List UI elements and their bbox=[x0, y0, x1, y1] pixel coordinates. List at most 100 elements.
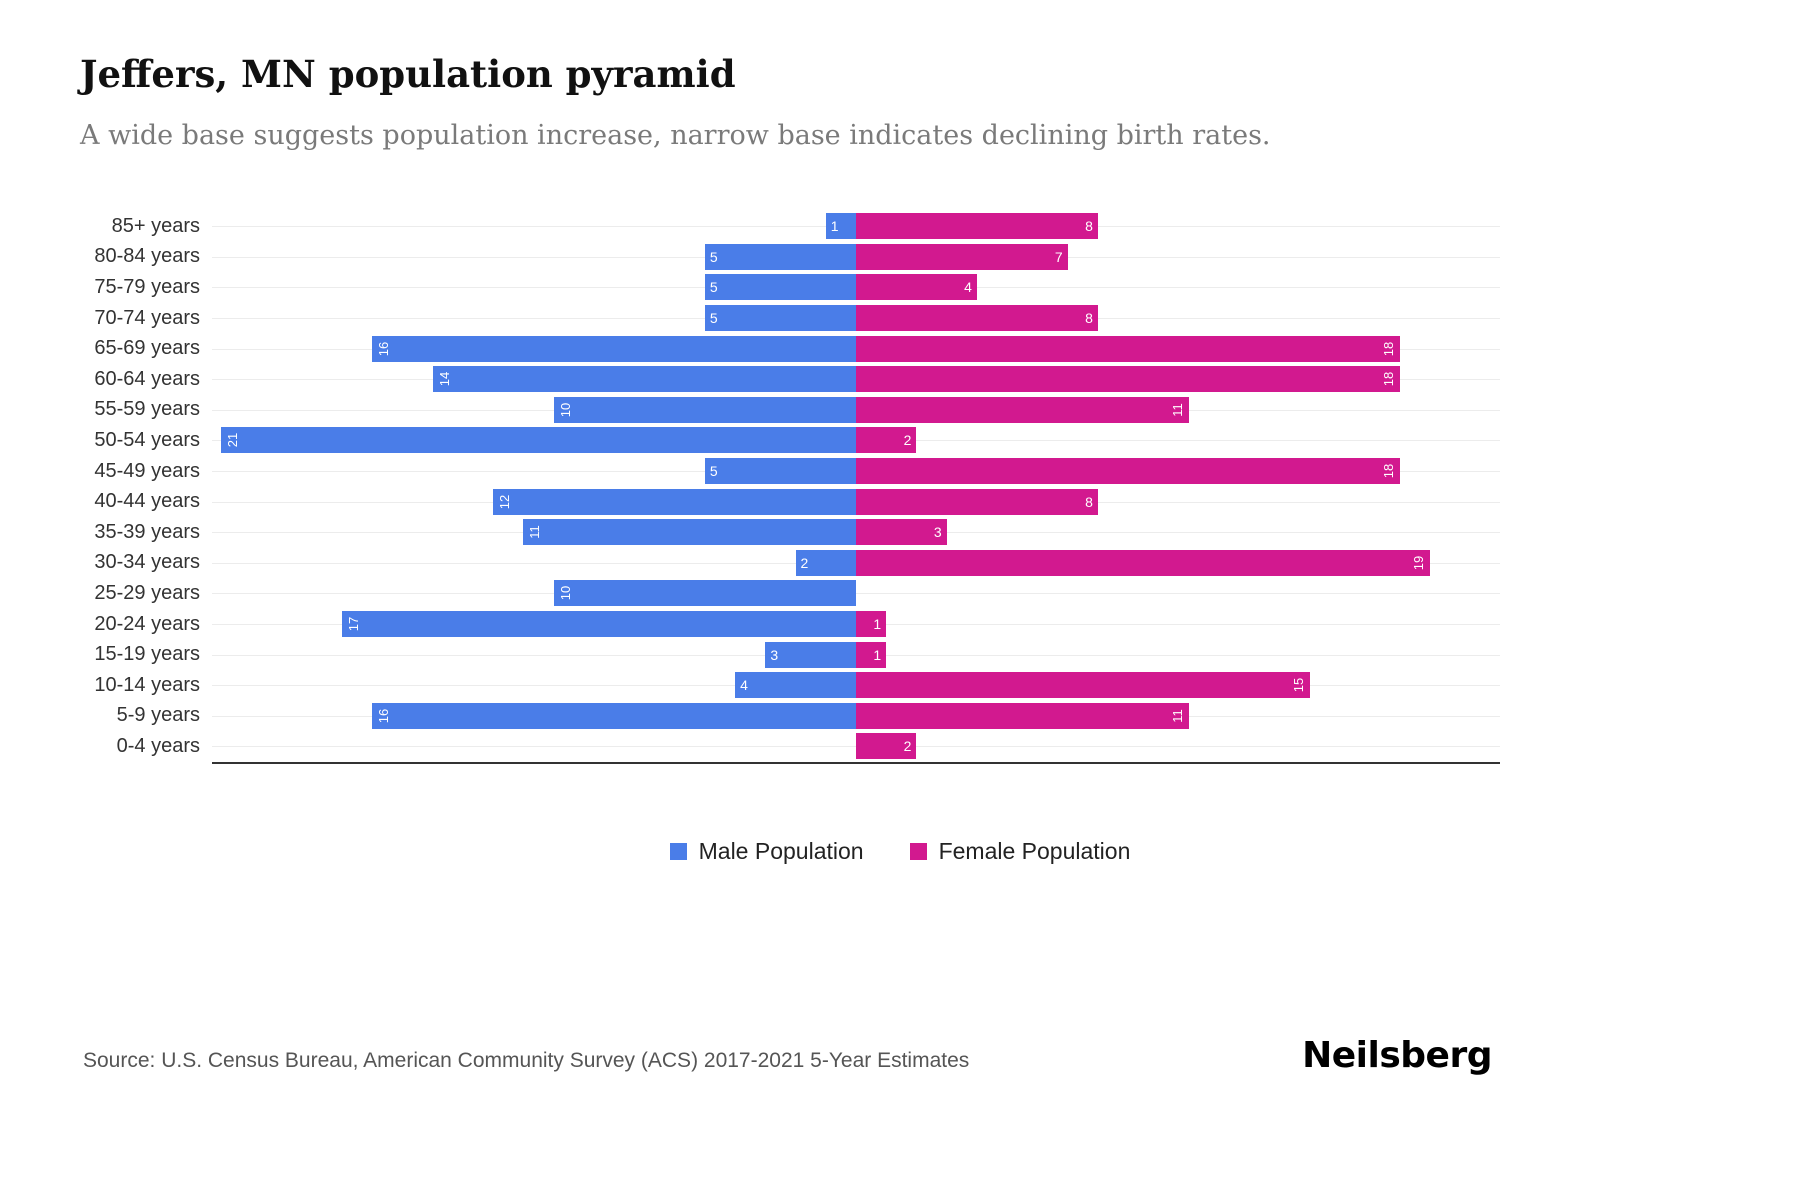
bar-value-label: 12 bbox=[497, 494, 513, 509]
age-group-label: 40-44 years bbox=[94, 490, 200, 513]
bar-track: 11 3 bbox=[212, 517, 1500, 548]
age-group-label: 75-79 years bbox=[94, 275, 200, 298]
female-bar[interactable]: 18 bbox=[856, 335, 1401, 362]
male-bar[interactable]: 5 bbox=[704, 305, 856, 332]
female-bar[interactable]: 8 bbox=[856, 305, 1098, 332]
bar-value-label: 19 bbox=[1411, 555, 1427, 571]
male-bar[interactable]: 10 bbox=[553, 580, 856, 607]
pyramid-row: 55-59 years 10 11 bbox=[80, 395, 1500, 426]
pyramid-row: 10-14 years 4 15 bbox=[80, 670, 1500, 701]
female-bar[interactable]: 7 bbox=[856, 243, 1068, 270]
female-half: 19 bbox=[856, 548, 1500, 579]
female-half: 1 bbox=[856, 609, 1500, 640]
female-bar[interactable]: 15 bbox=[856, 672, 1310, 699]
bar-value-label: 11 bbox=[527, 525, 543, 539]
male-half: 2 bbox=[212, 548, 856, 579]
bar-value-label: 1 bbox=[873, 646, 882, 663]
female-half: 8 bbox=[856, 303, 1500, 334]
bar-value-label: 11 bbox=[1169, 403, 1185, 417]
female-bar[interactable]: 4 bbox=[856, 274, 977, 301]
female-bar[interactable]: 3 bbox=[856, 519, 947, 546]
female-bar[interactable]: 11 bbox=[856, 702, 1189, 729]
pyramid-row: 30-34 years 2 19 bbox=[80, 548, 1500, 579]
bar-value-label: 2 bbox=[903, 432, 912, 449]
female-half: 18 bbox=[856, 364, 1500, 395]
male-half: 5 bbox=[212, 272, 856, 303]
bar-track: 14 18 bbox=[212, 364, 1500, 395]
female-bar[interactable]: 18 bbox=[856, 458, 1401, 485]
female-half: 1 bbox=[856, 639, 1500, 670]
bar-track: 16 18 bbox=[212, 333, 1500, 364]
chart-rows: 85+ years 1 8 80-84 years 5 7 75-79 years 5 4 70-… bbox=[80, 211, 1500, 762]
age-group-label: 55-59 years bbox=[94, 398, 200, 421]
male-bar[interactable]: 17 bbox=[342, 611, 856, 638]
male-bar[interactable]: 5 bbox=[704, 274, 856, 301]
female-bar[interactable]: 8 bbox=[856, 488, 1098, 515]
bar-value-label: 15 bbox=[1290, 677, 1306, 693]
age-group-label: 50-54 years bbox=[94, 428, 200, 451]
female-half: 11 bbox=[856, 701, 1500, 732]
female-bar[interactable]: 2 bbox=[856, 733, 917, 760]
female-bar[interactable]: 1 bbox=[856, 641, 887, 668]
pyramid-row: 20-24 years 17 1 bbox=[80, 609, 1500, 640]
male-bar[interactable]: 11 bbox=[523, 519, 856, 546]
female-half: 7 bbox=[856, 242, 1500, 273]
female-bar[interactable]: 2 bbox=[856, 427, 917, 454]
female-bar[interactable]: 11 bbox=[856, 396, 1189, 423]
age-group-label: 80-84 years bbox=[94, 245, 200, 268]
female-bar[interactable]: 18 bbox=[856, 366, 1401, 393]
bar-value-label: 17 bbox=[346, 616, 362, 632]
bar-value-label: 5 bbox=[709, 279, 718, 296]
female-bar[interactable]: 8 bbox=[856, 213, 1098, 240]
bar-value-label: 5 bbox=[709, 463, 718, 480]
male-bar[interactable]: 5 bbox=[704, 243, 856, 270]
male-half: 1 bbox=[212, 211, 856, 242]
bar-value-label: 1 bbox=[830, 218, 839, 235]
female-half: 18 bbox=[856, 333, 1500, 364]
male-bar[interactable]: 5 bbox=[704, 458, 856, 485]
female-bar[interactable]: 19 bbox=[856, 549, 1431, 576]
bar-track: 16 11 bbox=[212, 701, 1500, 732]
female-half: 15 bbox=[856, 670, 1500, 701]
male-bar[interactable]: 3 bbox=[765, 641, 856, 668]
bar-value-label: 7 bbox=[1054, 248, 1063, 265]
female-half: 8 bbox=[856, 486, 1500, 517]
bar-value-label: 14 bbox=[436, 372, 452, 387]
male-half: 12 bbox=[212, 486, 856, 517]
x-axis-line bbox=[212, 761, 1500, 764]
male-legend-label: Male Population bbox=[698, 837, 864, 864]
female-half: 4 bbox=[856, 272, 1500, 303]
bar-value-label: 10 bbox=[557, 586, 573, 601]
male-bar[interactable]: 2 bbox=[795, 549, 856, 576]
legend-item-male[interactable]: Male Population bbox=[669, 837, 864, 865]
male-bar[interactable]: 12 bbox=[493, 488, 856, 515]
bar-value-label: 8 bbox=[1085, 493, 1093, 510]
male-bar[interactable]: 4 bbox=[735, 672, 856, 699]
pyramid-row: 50-54 years 21 2 bbox=[80, 425, 1500, 456]
bar-value-label: 18 bbox=[1381, 341, 1397, 356]
male-bar[interactable]: 14 bbox=[432, 366, 856, 393]
bar-value-label: 4 bbox=[964, 279, 972, 296]
legend-item-female[interactable]: Female Population bbox=[909, 838, 1130, 865]
male-bar[interactable]: 16 bbox=[372, 702, 856, 729]
male-legend-swatch bbox=[669, 842, 687, 860]
male-bar[interactable]: 16 bbox=[372, 335, 856, 362]
pyramid-row: 60-64 years 14 18 bbox=[80, 364, 1500, 395]
population-pyramid-chart: 85+ years 1 8 80-84 years 5 7 75-79 years 5 4 70-… bbox=[80, 211, 1500, 764]
age-group-label: 65-69 years bbox=[94, 337, 200, 360]
pyramid-row: 75-79 years 5 4 bbox=[80, 272, 1500, 303]
male-half: 5 bbox=[212, 456, 856, 487]
male-bar[interactable]: 10 bbox=[553, 396, 856, 423]
male-bar[interactable]: 21 bbox=[221, 427, 856, 454]
bar-value-label: 1 bbox=[873, 616, 882, 633]
pyramid-row: 65-69 years 16 18 bbox=[80, 333, 1500, 364]
male-half bbox=[212, 731, 856, 762]
male-bar[interactable]: 1 bbox=[825, 213, 856, 240]
female-half: 18 bbox=[856, 456, 1500, 487]
pyramid-row: 70-74 years 5 8 bbox=[80, 303, 1500, 334]
female-bar[interactable]: 1 bbox=[856, 611, 887, 638]
male-half: 17 bbox=[212, 609, 856, 640]
female-half: 11 bbox=[856, 395, 1500, 426]
